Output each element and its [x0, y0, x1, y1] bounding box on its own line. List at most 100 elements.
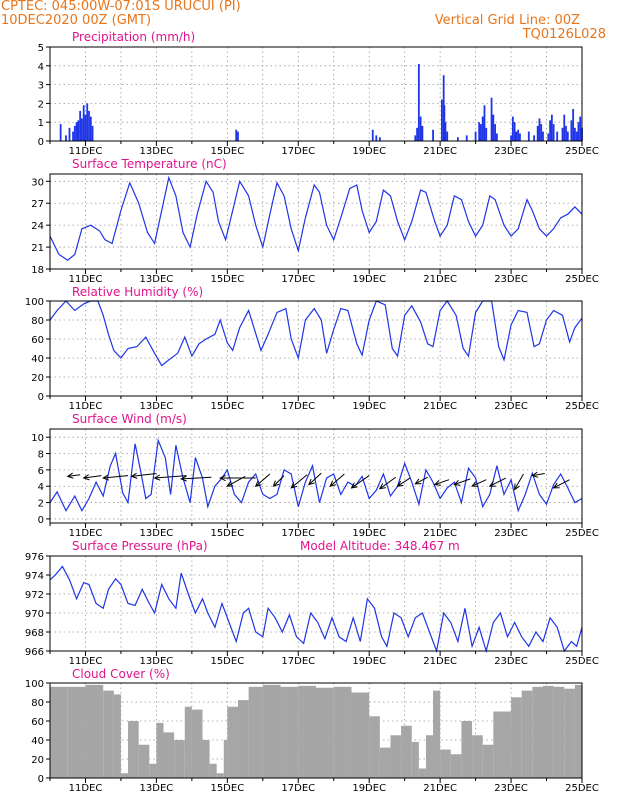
precip-bar	[565, 125, 567, 141]
precip-bar	[483, 105, 486, 141]
cloud-bar	[390, 735, 402, 778]
wind-arrow	[67, 474, 81, 477]
y-tick-label: 100	[25, 297, 44, 308]
y-tick-label: 972	[25, 590, 44, 601]
precip-bar	[75, 122, 78, 141]
precip-bar	[86, 103, 89, 141]
x-tick-label: 17DEC	[281, 274, 315, 285]
y-tick-label: 10	[31, 433, 44, 444]
cloud-bar	[450, 754, 462, 778]
cloud-bar	[156, 722, 164, 778]
cloud-bar	[262, 684, 281, 778]
cloud-bar	[493, 711, 504, 778]
cloud-bar	[191, 709, 203, 778]
y-tick-label: 24	[31, 221, 44, 232]
wind-arrow	[103, 475, 129, 479]
x-tick-label: 17DEC	[281, 146, 315, 157]
precip-bar	[81, 118, 83, 141]
x-tick-label: 13DEC	[140, 656, 174, 667]
precip-bar	[419, 116, 422, 141]
y-tick-label: 30	[31, 177, 44, 188]
precip-bar	[456, 137, 459, 141]
y-tick-label: 20	[31, 373, 44, 384]
x-tick-label: 15DEC	[210, 656, 244, 667]
wind-arrow	[181, 476, 212, 480]
precip-bar	[513, 122, 516, 141]
y-tick-label: 8	[38, 450, 44, 461]
cloud-bar	[440, 749, 451, 778]
y-tick-label: 966	[25, 647, 44, 658]
x-tick-label: 23DEC	[494, 656, 528, 667]
precip-bar	[566, 131, 569, 141]
precip-bar	[495, 133, 498, 141]
precip-bar	[416, 127, 418, 141]
precip-bar	[79, 110, 82, 141]
y-tick-label: 18	[31, 265, 44, 276]
x-tick-label: 25DEC	[565, 656, 599, 667]
precip-bar	[474, 131, 477, 141]
cloud-bar	[574, 684, 582, 778]
cloud-bar	[216, 773, 224, 778]
wind-arrow-head	[130, 472, 138, 479]
wind-arrow-head	[153, 474, 161, 481]
precip-bar	[572, 109, 575, 141]
precip-bar	[492, 114, 495, 141]
panel-frame	[49, 300, 583, 397]
x-tick-label: 15DEC	[210, 783, 244, 794]
panel-3	[46, 428, 583, 528]
y-tick-label: 5	[38, 43, 44, 54]
y-tick-label: 40	[31, 736, 44, 747]
precip-bar	[577, 122, 580, 141]
x-tick-label: 23DEC	[494, 146, 528, 157]
y-tick-label: 968	[25, 628, 44, 639]
precip-bar	[417, 63, 420, 141]
x-tick-label: 17DEC	[281, 401, 315, 412]
x-tick-label: 19DEC	[352, 401, 386, 412]
panel-title: Surface Pressure (hPa)	[72, 539, 208, 553]
series-line	[49, 438, 583, 513]
x-tick-label: 17DEC	[281, 656, 315, 667]
cloud-bar	[316, 687, 334, 778]
series-line	[49, 175, 583, 261]
cloud-bar	[163, 732, 175, 778]
cloud-bar	[482, 744, 494, 778]
precip-bar	[579, 116, 582, 141]
y-tick-label: 0	[38, 137, 44, 148]
y-tick-label: 974	[25, 571, 44, 582]
precip-bar	[536, 125, 539, 141]
precip-bar	[378, 137, 381, 141]
header-date: 10DEC2020 00Z (GMT)	[1, 13, 152, 28]
precip-bar	[563, 114, 566, 141]
precip-bar	[73, 125, 76, 141]
wind-arrow	[290, 474, 308, 489]
y-tick-label: 0	[38, 515, 44, 526]
wind-arrow	[471, 479, 487, 487]
wind-arrow-head	[308, 478, 315, 486]
x-tick-label: 15DEC	[210, 401, 244, 412]
precip-bar	[444, 122, 447, 141]
x-tick-label: 23DEC	[494, 401, 528, 412]
wind-arrow-head	[180, 475, 187, 482]
precip-bar	[575, 131, 578, 141]
wind-arrow-head	[219, 474, 226, 482]
wind-arrow-head	[396, 480, 404, 487]
wind-arrow-head	[102, 474, 109, 481]
x-tick-label: 23DEC	[494, 783, 528, 794]
wind-arrow	[351, 475, 370, 489]
x-tick-label: 13DEC	[140, 146, 174, 157]
precip-bar	[72, 131, 74, 141]
x-tick-label: 11DEC	[69, 528, 103, 539]
panel-annotation: Model Altitude: 348.467 m	[300, 539, 460, 553]
precip-bar	[570, 120, 573, 141]
y-tick-label: 80	[31, 698, 44, 709]
cloud-bar	[85, 684, 104, 778]
precip-bar	[89, 116, 92, 141]
y-tick-label: 6	[38, 466, 44, 477]
y-tick-label: 2	[38, 499, 44, 510]
wind-arrow-head	[433, 480, 441, 486]
precip-bar	[432, 129, 434, 141]
precip-bar	[538, 118, 541, 141]
panel-frame	[49, 682, 583, 779]
precip-bar	[82, 105, 85, 141]
